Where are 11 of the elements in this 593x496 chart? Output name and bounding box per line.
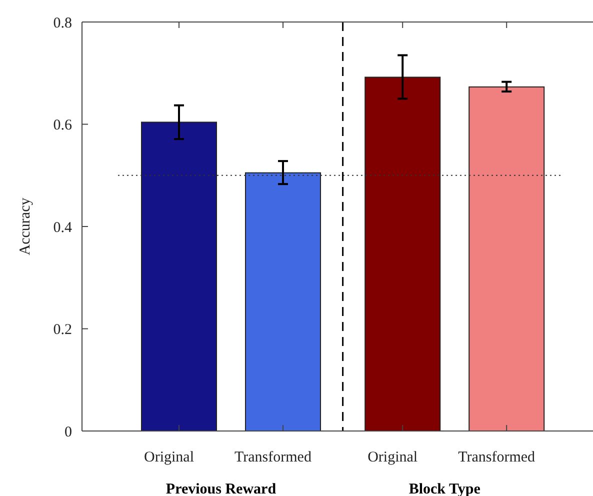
x-tick-label: Transformed	[458, 449, 536, 466]
y-tick-label: 0.8	[53, 15, 72, 32]
y-tick-label: 0.4	[53, 220, 72, 236]
y-tick-label: 0.2	[53, 322, 72, 338]
y-tick-label: 0.6	[53, 118, 72, 134]
x-tick-label: Original	[368, 449, 418, 466]
y-axis-title: Accuracy	[17, 197, 34, 256]
x-tick-label: Original	[144, 449, 194, 466]
y-tick-label: 0	[64, 424, 72, 440]
x-tick-label: Transformed	[234, 449, 312, 466]
text: Previous Reward	[166, 481, 277, 496]
